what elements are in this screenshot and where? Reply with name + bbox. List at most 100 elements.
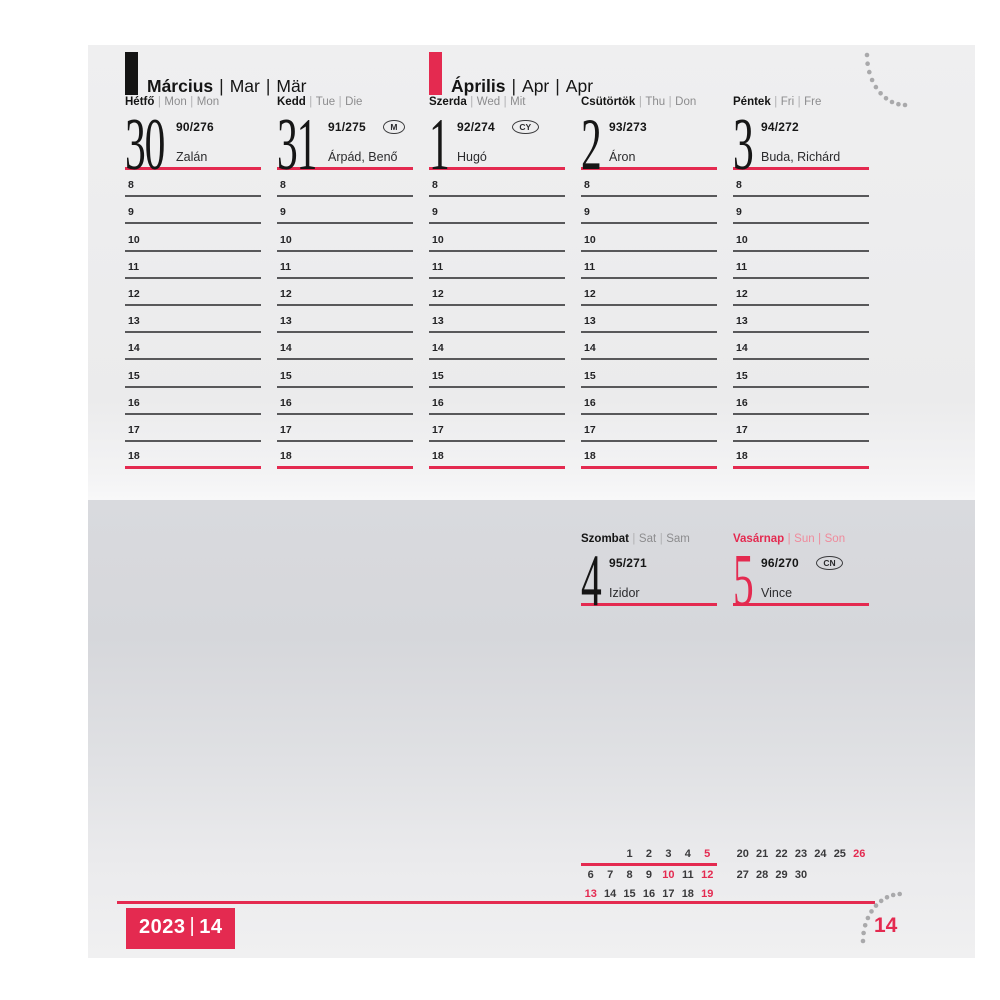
day-of-year: 94/272 bbox=[761, 120, 799, 135]
name-day: Árpád, Benő bbox=[328, 150, 398, 165]
date-numeral: 5 bbox=[733, 540, 754, 623]
hour-label: 16 bbox=[584, 396, 596, 409]
hour-row: 13 bbox=[125, 306, 261, 334]
hour-row: 10 bbox=[429, 224, 565, 252]
date-number: 30 bbox=[125, 108, 171, 182]
hour-grid: 8 9 10 11 12 13 14 15 16 17 18 bbox=[125, 170, 261, 470]
hour-row: 16 bbox=[277, 388, 413, 415]
mini-calendar-day: 11 bbox=[682, 869, 694, 881]
separator: | bbox=[470, 96, 474, 108]
hour-row: 18 bbox=[125, 442, 261, 470]
date-meta: 92/274 CY Hugó bbox=[457, 120, 539, 167]
hour-row: 8 bbox=[581, 170, 717, 198]
mini-calendar-day: 5 bbox=[704, 847, 711, 860]
hour-label: 14 bbox=[280, 342, 292, 355]
date-block: 2 93/273 Áron bbox=[581, 108, 717, 182]
hour-row: 9 bbox=[581, 197, 717, 225]
separator: | bbox=[189, 915, 196, 937]
day-name-de: Don bbox=[675, 96, 697, 108]
day-of-year-row: 96/270 CN bbox=[761, 556, 844, 571]
hour-label: 8 bbox=[584, 179, 590, 192]
separator: | bbox=[157, 96, 161, 108]
mini-calendar-day: 7 bbox=[607, 869, 614, 881]
day-name: Csütörtök bbox=[581, 96, 636, 108]
hour-row: 16 bbox=[125, 388, 261, 415]
hour-label: 15 bbox=[280, 369, 292, 382]
hour-row: 14 bbox=[277, 333, 413, 361]
hour-row: 17 bbox=[277, 415, 413, 442]
month-name-de: Apr bbox=[565, 75, 594, 96]
date-numeral: 2 bbox=[581, 104, 602, 187]
hour-row: 16 bbox=[733, 388, 869, 415]
hour-row: 9 bbox=[277, 197, 413, 225]
hour-label: 9 bbox=[432, 206, 438, 219]
hour-label: 13 bbox=[280, 315, 292, 328]
day-name-en: Mon bbox=[164, 96, 187, 108]
hour-label: 18 bbox=[280, 450, 292, 463]
hour-label: 16 bbox=[736, 396, 748, 409]
day-name-en: Tue bbox=[315, 96, 336, 108]
mini-calendar-day: 16 bbox=[642, 888, 656, 900]
month-name-local: Április bbox=[451, 75, 506, 96]
month-header-marcius: Március | Mar | Mär bbox=[125, 52, 307, 95]
separator: | bbox=[797, 96, 801, 108]
hour-label: 10 bbox=[128, 233, 140, 246]
separator: | bbox=[659, 533, 663, 545]
hour-row: 17 bbox=[733, 415, 869, 442]
day-of-year: 90/276 bbox=[176, 120, 214, 135]
day-name-header: Kedd | Tue | Die bbox=[277, 96, 413, 108]
date-numeral: 3 bbox=[733, 104, 754, 187]
date-meta: 91/275 M Árpád, Benő bbox=[328, 120, 405, 167]
hour-label: 18 bbox=[128, 450, 140, 463]
mini-calendar-day: 23 bbox=[794, 847, 808, 860]
hour-row: 14 bbox=[733, 333, 869, 361]
hour-row: 11 bbox=[125, 252, 261, 279]
mini-calendar-day: 26 bbox=[853, 847, 866, 860]
separator: | bbox=[668, 96, 672, 108]
hour-label: 11 bbox=[584, 260, 596, 273]
hour-label: 14 bbox=[432, 342, 444, 355]
hour-label: 11 bbox=[280, 260, 292, 273]
date-meta: 94/272 Buda, Richárd bbox=[761, 120, 840, 167]
day-of-year: 91/275 bbox=[328, 120, 366, 135]
day-column-mon: Hétfő | Mon | Mon 30 90/276 Zalán 8 9 10 11 12 13 14 15… bbox=[125, 96, 261, 470]
mini-calendar-day: 12 bbox=[701, 869, 714, 881]
day-column-tue: Kedd | Tue | Die 31 91/275 M Árpád, Benő 8 9 10 11 12… bbox=[277, 96, 413, 470]
day-of-year-row: 94/272 bbox=[761, 120, 840, 134]
day-name: Szerda bbox=[429, 96, 467, 108]
hour-label: 16 bbox=[128, 396, 140, 409]
mini-calendar-day: 24 bbox=[814, 847, 827, 860]
mini-calendar-day: 28 bbox=[756, 869, 769, 881]
hour-grid: 8 9 10 11 12 13 14 15 16 17 18 bbox=[581, 170, 717, 470]
hour-row: 10 bbox=[125, 224, 261, 252]
hour-row: 15 bbox=[581, 360, 717, 388]
hour-label: 15 bbox=[584, 369, 596, 382]
hour-label: 14 bbox=[128, 342, 140, 355]
hour-row: 15 bbox=[733, 360, 869, 388]
separator: | bbox=[511, 75, 517, 96]
date-meta: 95/271 Izidor bbox=[609, 556, 647, 603]
hour-row: 10 bbox=[277, 224, 413, 252]
day-name-header: Szerda | Wed | Mit bbox=[429, 96, 565, 108]
hour-label: 10 bbox=[280, 233, 292, 246]
day-name-en: Sat bbox=[638, 533, 657, 545]
oval-badge: CY bbox=[511, 120, 539, 135]
oval-badge: CN bbox=[815, 556, 844, 571]
hour-label: 12 bbox=[432, 288, 444, 300]
name-day: Vince bbox=[761, 586, 793, 601]
hour-row: 12 bbox=[581, 279, 717, 306]
separator: | bbox=[338, 96, 342, 108]
hour-label: 16 bbox=[432, 396, 444, 409]
hour-row: 10 bbox=[581, 224, 717, 252]
hour-label: 14 bbox=[736, 342, 748, 355]
mini-calendar-day: 21 bbox=[756, 847, 769, 860]
date-block: 31 91/275 M Árpád, Benő bbox=[277, 108, 413, 182]
date-number: 5 bbox=[733, 544, 756, 618]
day-name-header: Hétfő | Mon | Mon bbox=[125, 96, 261, 108]
mini-calendar-row: 6 7 8 9 10 11 12 bbox=[581, 866, 717, 885]
day-column-thu: Csütörtök | Thu | Don 2 93/273 Áron 8 9 10 11 12 13 14… bbox=[581, 96, 717, 470]
day-name: Kedd bbox=[277, 96, 306, 108]
date-block: 1 92/274 CY Hugó bbox=[429, 108, 565, 182]
mini-calendar-day: 27 bbox=[736, 869, 749, 881]
day-name-de: Mon bbox=[196, 96, 220, 108]
